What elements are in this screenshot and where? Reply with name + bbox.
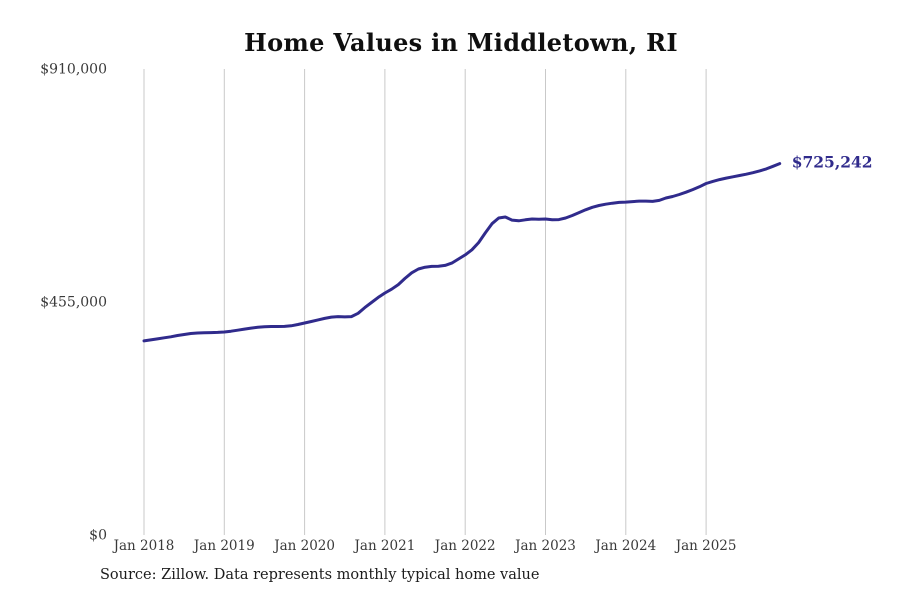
- x-tick-label: Jan 2025: [674, 538, 737, 554]
- y-tick-label: $0: [89, 528, 107, 544]
- x-tick-label: Jan 2018: [112, 538, 175, 554]
- chart-title: Home Values in Middletown, RI: [244, 28, 678, 57]
- x-tick-label: Jan 2022: [433, 538, 496, 554]
- home-value-line: [142, 162, 782, 343]
- source-note: Source: Zillow. Data represents monthly …: [100, 567, 540, 583]
- end-value-annotation: $725,242: [792, 153, 873, 172]
- x-tick-label: Jan 2023: [513, 538, 576, 554]
- y-tick-label: $910,000: [40, 62, 107, 78]
- x-tick-label: Jan 2020: [272, 538, 335, 554]
- x-tick-label: Jan 2021: [352, 538, 415, 554]
- x-tick-label: Jan 2024: [593, 538, 656, 554]
- x-tick-label: Jan 2019: [192, 538, 255, 554]
- y-tick-label: $455,000: [40, 295, 107, 311]
